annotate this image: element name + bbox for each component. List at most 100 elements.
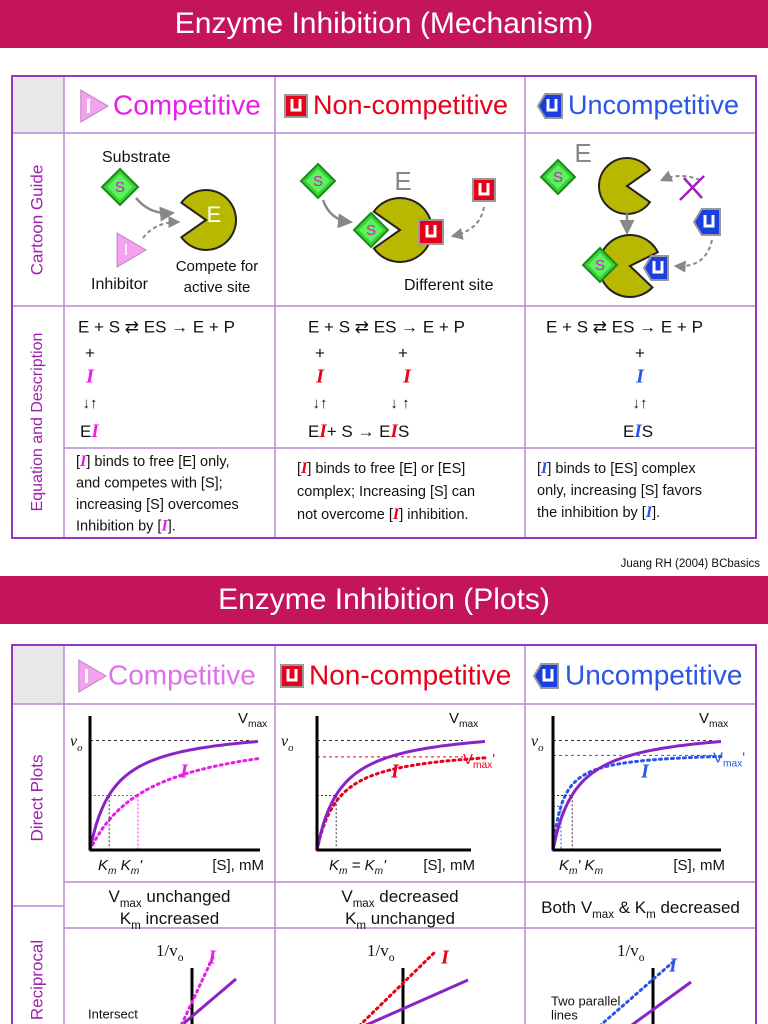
text-part: Inhibition by [: [76, 518, 161, 534]
text-part: [: [297, 461, 301, 477]
equation: ↓↑: [633, 395, 648, 412]
summary-text: Vmax decreased: [341, 887, 458, 910]
km-label: Km Km': [98, 857, 143, 877]
text-part: m: [131, 866, 140, 877]
inhibitor-shape: [536, 93, 563, 119]
text-part: o: [178, 951, 184, 964]
description: increasing [S] overcomes: [76, 497, 239, 513]
line-inhibited: [599, 960, 675, 1024]
substrate-inner: [588, 253, 612, 277]
column-header: Uncompetitive: [568, 90, 739, 120]
km-guide: [553, 805, 562, 850]
curve-normal: [315, 740, 486, 851]
inhibitor-shape: [280, 664, 304, 688]
blocked-mark: [679, 175, 705, 201]
text-part: not overcome [: [297, 507, 393, 523]
text-part: ].: [652, 505, 660, 521]
description: Inhibition by [I].: [76, 516, 176, 534]
text-part: K: [98, 857, 109, 874]
vmax-label: Vmax: [699, 710, 728, 730]
header-corner: [12, 645, 64, 704]
text-part: increasing [S] overcomes: [76, 497, 239, 513]
description: only, increasing [S] favors: [537, 483, 702, 499]
vmax-label: Vmax: [238, 710, 267, 730]
text-part: S: [642, 422, 653, 441]
inhibitor-mark: [425, 225, 437, 238]
inhibitor-symbol: I: [179, 761, 189, 783]
curve-inhibited: [315, 756, 487, 852]
equation: E + S ⇄ ES → E + P: [78, 317, 235, 336]
title-bar: [0, 0, 768, 48]
text-part: I: [540, 459, 548, 477]
inhibitor-mark: [478, 183, 490, 196]
vmax-label: Vmax': [463, 751, 495, 771]
text-part: ': [383, 857, 387, 874]
curve-inhibited: [551, 754, 723, 852]
inhibitor-symbol: I: [207, 947, 217, 969]
cartoon-label: Different site: [404, 277, 494, 294]
axis-label: [S], mM: [423, 857, 475, 874]
description: and competes with [S];: [76, 475, 223, 491]
inhibitor-symbol: I: [315, 366, 325, 388]
axis-label: [S], mM: [212, 857, 264, 874]
text-part: E: [80, 422, 91, 441]
text-part: E: [623, 422, 634, 441]
curve-inhibited: [88, 757, 260, 852]
enzyme-shape: [180, 189, 237, 251]
equation: EI: [80, 421, 99, 442]
text-part: [: [537, 461, 541, 477]
text-part: max: [592, 909, 614, 921]
inhibitor-symbol: I: [635, 366, 645, 388]
inhibitor-letter: I: [124, 242, 128, 259]
arrow: [321, 199, 353, 229]
column-header: Competitive: [113, 89, 261, 120]
substrate-inner: [306, 169, 330, 193]
text-part: m: [595, 866, 604, 877]
text-part: m: [375, 866, 384, 877]
inhibitor-shape: [692, 208, 721, 236]
text-part: E: [308, 422, 319, 441]
description: the inhibition by [I].: [537, 503, 660, 521]
text-part: unchanged: [366, 909, 455, 928]
text-part: V: [341, 887, 353, 906]
text-part: m: [108, 866, 117, 877]
equation: E + S ⇄ ES → E + P: [546, 317, 703, 336]
citation: Juang RH (2004) BCbasics: [621, 558, 761, 570]
axis-label: 1/vo: [367, 941, 395, 964]
text-part: ] binds to free [E] only,: [86, 454, 229, 470]
text-part: 1/v: [367, 941, 389, 960]
line-normal: [364, 978, 469, 1024]
equation: +: [635, 343, 645, 362]
text-part: I: [160, 516, 168, 534]
summary-text: Km unchanged: [345, 909, 455, 932]
equation: +: [85, 343, 95, 362]
text-part: v: [531, 733, 539, 750]
text-part: 1/v: [617, 941, 639, 960]
description: [I] binds to free [E] only,: [76, 452, 230, 470]
inhibitor-shape: [284, 94, 308, 118]
inhibitor-mark: [703, 215, 715, 228]
text-part: V: [449, 710, 459, 727]
text-part: ': [139, 857, 143, 874]
equation: EI+ S → EIS: [308, 421, 409, 442]
axis-label: [S], mM: [673, 857, 725, 874]
text-part: I: [90, 421, 99, 442]
text-part: max: [473, 760, 492, 771]
inhibitor-shape: [532, 663, 559, 689]
text-part: v: [281, 733, 289, 750]
inhibitor-shape: [472, 178, 496, 202]
text-part: = K: [348, 857, 376, 874]
line-inhibited: [180, 953, 216, 1024]
text-part: I: [79, 452, 87, 470]
text-part: K: [329, 857, 340, 874]
text-part: and competes with [S];: [76, 475, 223, 491]
arrow: [659, 170, 701, 182]
equation: +: [315, 343, 325, 362]
summary-text: Vmax unchanged: [108, 887, 230, 910]
row-label: Direct Plots: [27, 755, 46, 842]
text-part: ': [742, 749, 745, 766]
equation: EIS: [623, 421, 653, 442]
description: [I] binds to [ES] complex: [537, 459, 696, 477]
equation: ↓↑: [313, 395, 328, 412]
inhibitor-mark: [546, 99, 558, 112]
